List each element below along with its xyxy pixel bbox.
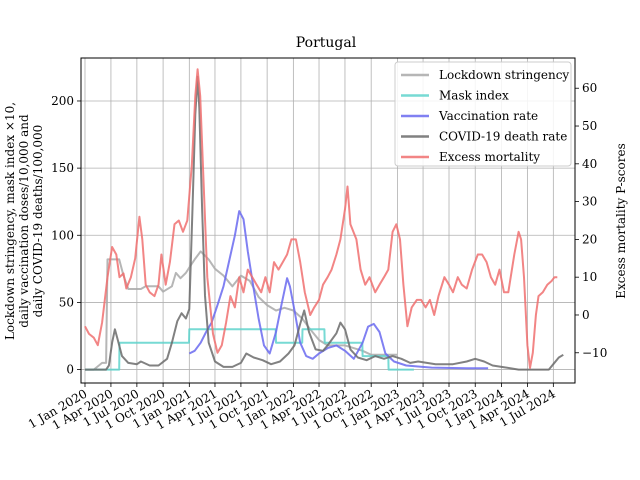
y-left-label-line: daily COVID-19 deaths/100,000 xyxy=(31,125,45,318)
legend-label: Mask index xyxy=(439,89,509,103)
legend-label: Lockdown stringency xyxy=(439,68,569,82)
legend-label: Vaccination rate xyxy=(438,109,538,123)
y-left-label-line: Lockdown stringency, mask index ×10, xyxy=(3,102,17,340)
y-label-left: Lockdown stringency, mask index ×10, dail… xyxy=(3,102,45,340)
y-left-tick-label: 50 xyxy=(59,295,74,309)
y-left-tick-label: 200 xyxy=(51,94,74,108)
y-left-label-line: daily vaccination doses/10,000 and xyxy=(17,114,31,328)
grid xyxy=(81,58,575,383)
y-left-tick-label: 0 xyxy=(66,363,74,377)
y-axis-right: −10 0 10 20 30 40 50 60 xyxy=(575,81,607,360)
legend-label: COVID-19 death rate xyxy=(439,130,567,144)
y-right-tick-label: 50 xyxy=(582,119,597,133)
y-right-tick-label: 20 xyxy=(582,232,597,246)
legend: Lockdown stringency Mask index Vaccination… xyxy=(394,61,572,167)
y-right-tick-label: 10 xyxy=(582,270,597,284)
y-right-tick-label: 60 xyxy=(582,81,597,95)
y-axis-left: 0 50 100 150 200 xyxy=(51,94,81,377)
series-layer xyxy=(84,68,564,371)
legend-box xyxy=(394,61,572,167)
y-left-tick-label: 150 xyxy=(51,161,74,175)
y-right-tick-label: 40 xyxy=(582,157,597,171)
series-line-vaccination-rate xyxy=(188,210,489,370)
series-line-excess-mortality xyxy=(84,68,558,369)
y-right-tick-label: 30 xyxy=(582,195,597,209)
chart-title: Portugal xyxy=(296,35,357,51)
y-right-tick-label: −10 xyxy=(582,346,607,360)
y-right-tick-label: 0 xyxy=(582,308,590,322)
y-left-tick-label: 100 xyxy=(51,228,74,242)
legend-label: Excess mortality xyxy=(439,150,540,164)
plot-frame xyxy=(80,57,576,384)
series-line-covid-19-death-rate xyxy=(85,75,564,371)
y-label-right: Excess mortality P-scores xyxy=(614,143,628,298)
